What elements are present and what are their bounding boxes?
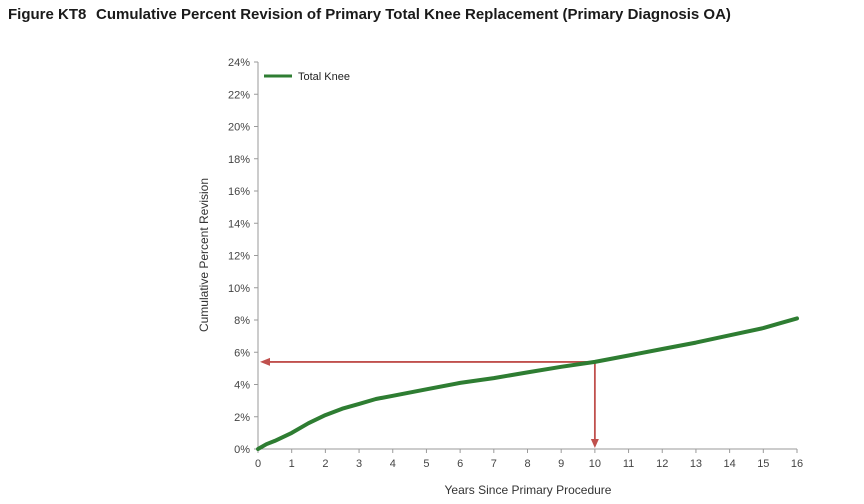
x-tick-label: 11 xyxy=(623,458,634,470)
x-tick-label: 3 xyxy=(356,458,362,470)
x-tick-label: 5 xyxy=(423,458,429,470)
y-tick-label: 18% xyxy=(228,154,250,166)
chart-series xyxy=(256,316,799,451)
x-tick-label: 0 xyxy=(255,458,261,470)
y-tick-label: 24% xyxy=(228,57,250,69)
y-tick-label: 0% xyxy=(234,444,250,456)
x-axis-title: Years Since Primary Procedure xyxy=(445,483,612,497)
y-tick-label: 6% xyxy=(234,347,250,359)
chart-annotation xyxy=(260,357,599,448)
x-tick-label: 13 xyxy=(690,458,702,470)
y-tick-label: 10% xyxy=(228,283,250,295)
chart-axes xyxy=(257,62,797,450)
x-tick-label: 12 xyxy=(656,458,668,470)
y-tick-label: 20% xyxy=(228,122,250,134)
x-tick-label: 6 xyxy=(457,458,463,470)
x-tick-label: 10 xyxy=(589,458,601,470)
x-tick-label: 16 xyxy=(791,458,803,470)
y-tick-label: 8% xyxy=(234,315,250,327)
figure-label: Figure KT8 xyxy=(8,6,87,23)
legend-label: Total Knee xyxy=(298,71,350,83)
x-tick-label: 4 xyxy=(390,458,396,470)
y-tick-label: 16% xyxy=(228,186,250,198)
x-tick-label: 2 xyxy=(322,458,328,470)
chart-legend: Total Knee xyxy=(264,71,350,83)
y-axis-ticks: 0% 2% 4% 6% 8% 10% 12% 14% 16% 18% 20% 22% 24% xyxy=(228,57,258,456)
y-tick-label: 4% xyxy=(234,380,250,392)
x-tick-label: 14 xyxy=(724,458,736,470)
x-tick-label: 1 xyxy=(289,458,295,470)
y-tick-label: 12% xyxy=(228,251,250,263)
y-tick-label: 22% xyxy=(228,89,250,101)
x-tick-label: 7 xyxy=(491,458,497,470)
annotation-down-arrowhead xyxy=(590,439,599,448)
figure-title-text: Cumulative Percent Revision of Primary T… xyxy=(96,6,731,23)
x-tick-label: 15 xyxy=(757,458,769,470)
annotation-left-arrowhead xyxy=(260,357,270,366)
x-axis-ticks: 0 1 2 3 4 5 6 7 8 9 10 11 12 13 14 15 16 xyxy=(255,449,803,470)
y-tick-label: 2% xyxy=(234,412,250,424)
y-tick-label: 14% xyxy=(228,218,250,230)
figure-title: Figure KT8 Cumulative Percent Revision of… xyxy=(8,6,731,23)
x-tick-label: 9 xyxy=(558,458,564,470)
y-axis-title: Cumulative Percent Revision xyxy=(197,178,211,332)
series-line-total-knee xyxy=(256,316,799,451)
x-tick-label: 8 xyxy=(524,458,530,470)
